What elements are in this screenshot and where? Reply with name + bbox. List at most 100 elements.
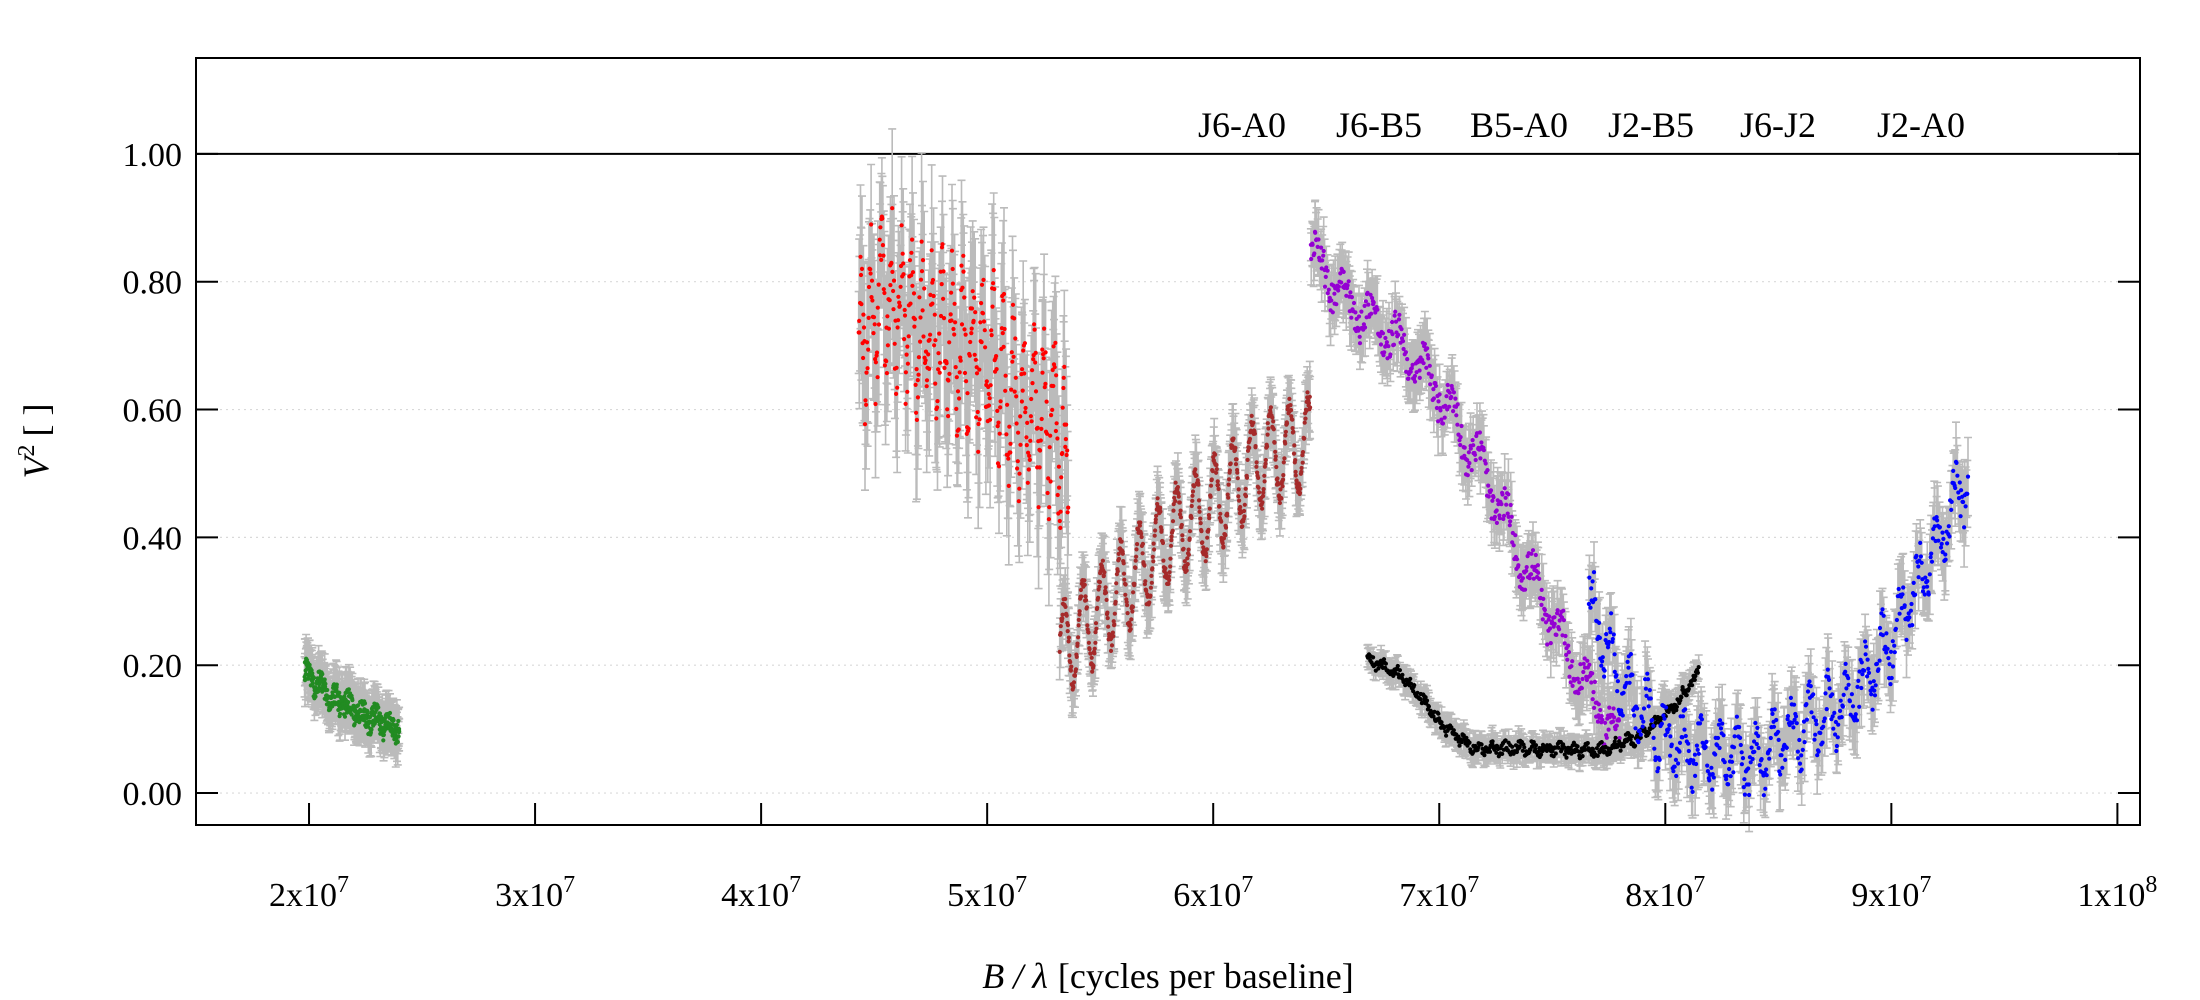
- point-J6-B5-146: [1693, 773, 1698, 779]
- point-J2-A0-319: [1190, 489, 1196, 494]
- point-J2-A0-218: [1148, 585, 1153, 590]
- point-J2-B5-367: [1040, 347, 1045, 352]
- point-J6-A0-171: [1426, 356, 1431, 361]
- point-J6-B5-330: [1827, 686, 1832, 691]
- point-J2-B5-69: [891, 288, 896, 294]
- point-J6-B5-81: [1645, 677, 1651, 682]
- point-J2-B5-276: [994, 367, 999, 372]
- point-J2-B5-61: [886, 326, 892, 331]
- point-J2-A0-17: [1064, 613, 1069, 618]
- point-J6-A0-179: [1431, 396, 1436, 401]
- point-J2-A0-268: [1169, 534, 1174, 539]
- point-J2-A0-358: [1207, 516, 1212, 521]
- point-J6-B5-52: [1624, 680, 1629, 686]
- point-J2-B5-240: [976, 421, 981, 427]
- point-J2-B5-345: [1029, 396, 1034, 402]
- point-J6-J2-386: [1621, 744, 1626, 749]
- point-J6-A0-88: [1369, 311, 1374, 316]
- point-J6-B5-137: [1686, 748, 1691, 754]
- point-J2-B5-154: [933, 338, 938, 343]
- point-J2-B5-141: [927, 366, 932, 371]
- point-J6-J2-80: [1418, 697, 1423, 702]
- point-J6-A0-159: [1417, 375, 1422, 380]
- point-J2-B5-72: [892, 341, 897, 346]
- point-J2-A0-459: [1249, 413, 1254, 418]
- point-J6-A0-1: [1309, 256, 1314, 262]
- point-J6-J2-66: [1408, 681, 1414, 686]
- point-J6-B5-458: [1920, 589, 1926, 594]
- point-J2-A0-196: [1139, 534, 1144, 540]
- point-J2-A0-380: [1216, 486, 1221, 492]
- point-J6-A0-448: [1616, 718, 1621, 723]
- y-tick-label-3: 0.60: [123, 393, 183, 430]
- point-J6-B5-106: [1664, 705, 1669, 710]
- point-J2-B5-131: [922, 286, 927, 291]
- point-J2-B5-344: [1028, 414, 1033, 419]
- point-J2-A0-260: [1166, 581, 1171, 587]
- point-J6-A0-201: [1447, 404, 1452, 409]
- point-J6-J2-381: [1618, 748, 1623, 753]
- point-J6-A0-176: [1429, 373, 1434, 378]
- point-J6-J2-189: [1490, 739, 1495, 744]
- point-J6-J2-130: [1451, 728, 1456, 733]
- point-J2-A0-44: [1076, 635, 1081, 640]
- point-J6-J2-297: [1562, 752, 1567, 757]
- point-J6-A0-89: [1370, 295, 1375, 301]
- point-J6-A0-378: [1568, 680, 1573, 685]
- point-J6-B5-496: [1949, 507, 1954, 512]
- point-J6-B5-352: [1843, 661, 1848, 667]
- point-J6-B5-151: [1696, 751, 1701, 756]
- point-J6-A0-122: [1392, 313, 1397, 318]
- point-J2-B5-23: [868, 267, 873, 272]
- point-J6-B5-313: [1815, 753, 1820, 758]
- point-J6-J2-149: [1464, 735, 1469, 740]
- point-J2-B5-90: [901, 272, 906, 277]
- point-J2-A0-573: [1297, 483, 1302, 488]
- point-J2-B5-92: [902, 307, 907, 313]
- point-J2-B5-264: [988, 383, 993, 388]
- point-J2-B5-327: [1020, 367, 1025, 372]
- y-tick-label-1: 0.20: [123, 648, 183, 685]
- point-J6-A0-376: [1567, 674, 1572, 679]
- point-J6-A0-132: [1399, 327, 1404, 332]
- point-J2-A0-537: [1282, 456, 1287, 461]
- point-J6-A0-210: [1453, 396, 1458, 401]
- point-J2-B5-207: [959, 322, 965, 327]
- point-J2-A0-222: [1150, 566, 1155, 571]
- point-J2-A0-267: [1169, 538, 1174, 543]
- point-J6-B5-186: [1722, 760, 1727, 765]
- point-J6-A0-424: [1600, 717, 1605, 722]
- point-J2-B5-148: [930, 301, 935, 306]
- point-J2-B5-241: [977, 367, 982, 372]
- point-J6-B5-209: [1739, 750, 1744, 755]
- point-J6-A0-197: [1444, 394, 1449, 399]
- point-J2-A0-490: [1262, 479, 1267, 484]
- point-J6-B5-116: [1671, 769, 1676, 774]
- point-J2-A0-228: [1153, 528, 1158, 533]
- point-J6-B5-71: [1638, 732, 1643, 737]
- point-J6-J2-90: [1424, 698, 1430, 703]
- point-J6-B5-380: [1863, 644, 1869, 649]
- point-J6-B5-177: [1715, 735, 1721, 741]
- point-J2-B5-239: [976, 449, 981, 454]
- point-J6-A0-318: [1527, 576, 1532, 581]
- point-J2-A0-262: [1167, 577, 1172, 583]
- point-J6-J2-493: [1692, 677, 1697, 683]
- point-J2-B5-163: [937, 360, 943, 365]
- point-J2-B5-371: [1042, 326, 1047, 331]
- point-J2-B5-408: [1060, 405, 1065, 410]
- point-J2-B5-265: [989, 328, 994, 333]
- point-J6-B5-118: [1672, 764, 1677, 769]
- point-J2-A0-70: [1086, 640, 1091, 645]
- point-J6-A0-314: [1524, 565, 1529, 570]
- point-J2-B5-55: [884, 359, 889, 364]
- point-J2-B5-372: [1042, 385, 1047, 390]
- point-J2-A0-272: [1171, 508, 1176, 513]
- point-J2-B5-199: [955, 389, 961, 394]
- point-J2-B5-184: [948, 312, 953, 317]
- point-J2-B5-20: [866, 315, 871, 320]
- point-J6-B5-211: [1740, 756, 1746, 761]
- point-J6-A0-236: [1471, 443, 1476, 448]
- point-J2-B5-231: [972, 295, 977, 300]
